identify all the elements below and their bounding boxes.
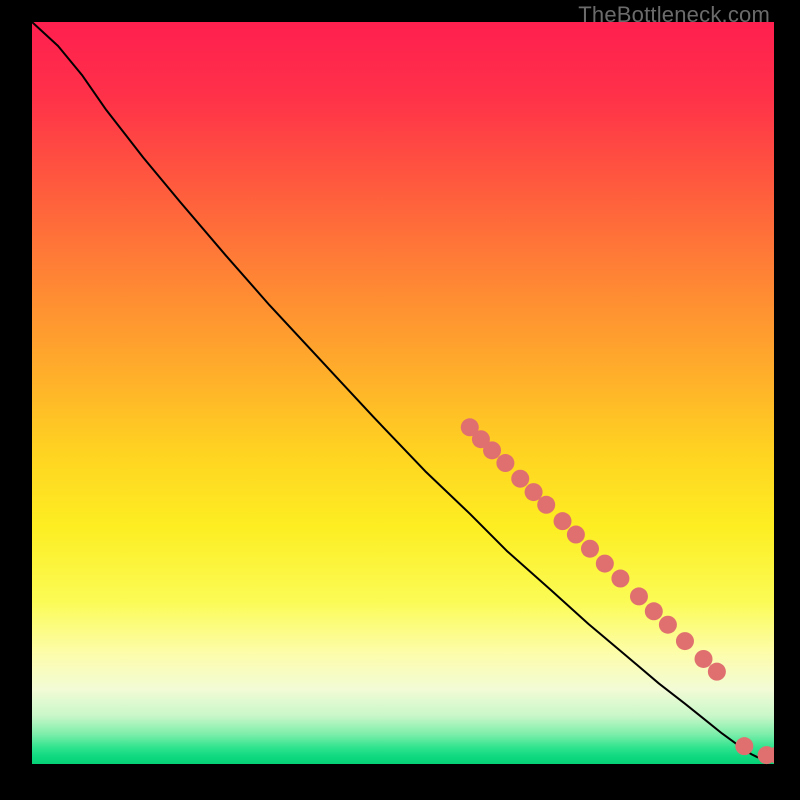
data-marker — [735, 737, 753, 755]
data-marker — [511, 470, 529, 488]
data-marker — [676, 632, 694, 650]
plot-area — [32, 22, 774, 767]
data-marker — [581, 540, 599, 558]
data-marker — [645, 602, 663, 620]
data-marker — [496, 454, 514, 472]
data-marker — [611, 570, 629, 588]
data-marker — [483, 441, 501, 459]
data-marker — [659, 616, 677, 634]
data-marker — [567, 526, 585, 544]
curve-line — [32, 22, 774, 758]
chart-overlay — [32, 22, 774, 767]
marker-group — [461, 418, 774, 764]
data-marker — [630, 587, 648, 605]
data-marker — [596, 555, 614, 573]
data-marker — [537, 496, 555, 514]
data-marker — [708, 663, 726, 681]
data-marker — [695, 650, 713, 668]
data-marker — [554, 512, 572, 530]
